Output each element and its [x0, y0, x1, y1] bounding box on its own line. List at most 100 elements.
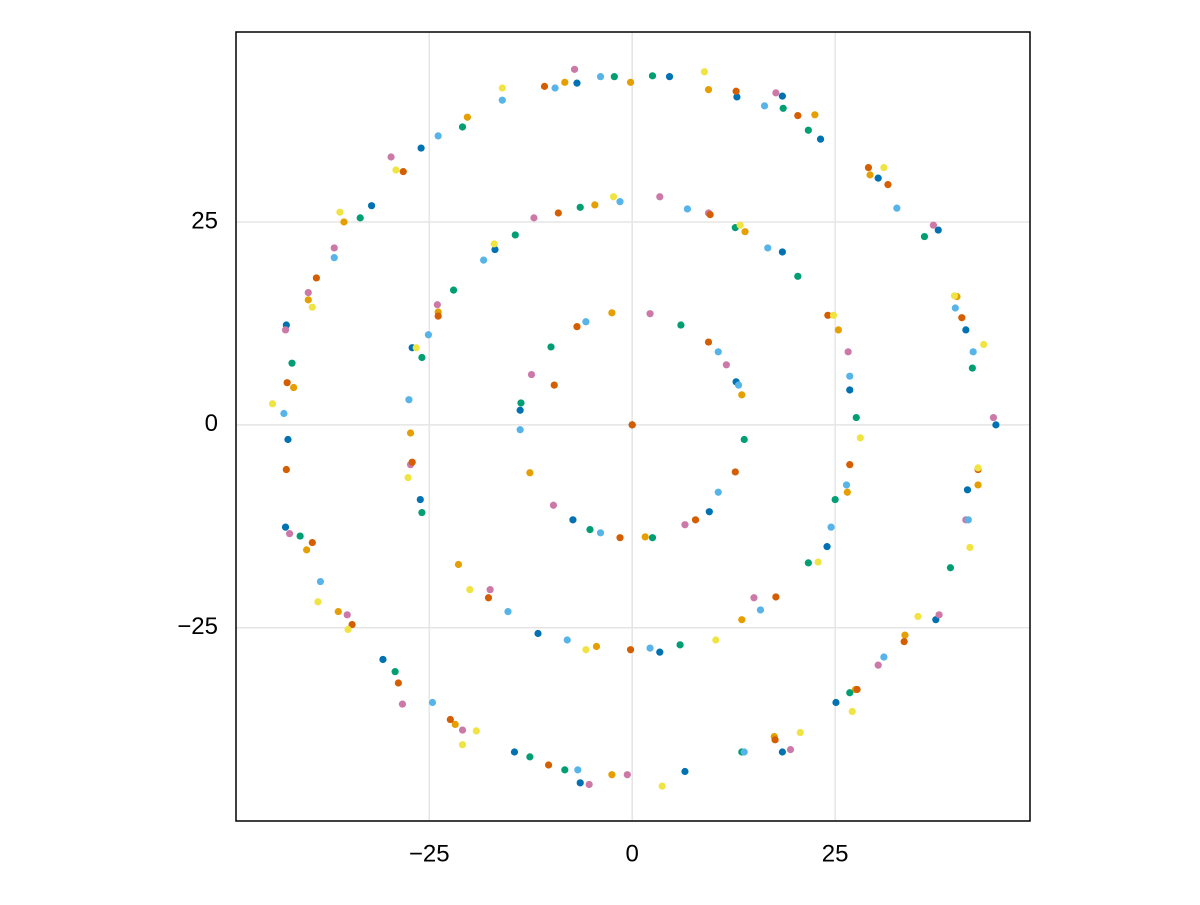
point — [852, 413, 860, 422]
point — [964, 516, 972, 524]
point — [392, 166, 400, 174]
point — [480, 256, 488, 264]
point — [741, 228, 749, 236]
point — [677, 321, 685, 329]
point — [683, 205, 691, 213]
point — [626, 646, 635, 654]
point — [490, 240, 498, 248]
point — [576, 203, 584, 211]
point — [900, 638, 908, 646]
point — [796, 728, 804, 737]
point — [554, 209, 562, 217]
point — [856, 434, 864, 442]
point — [691, 516, 700, 524]
point — [880, 163, 888, 172]
point — [829, 311, 838, 319]
point — [405, 396, 413, 404]
point — [736, 221, 744, 229]
point — [434, 312, 442, 320]
point — [570, 65, 579, 73]
point — [992, 421, 1000, 429]
point — [458, 123, 467, 131]
point — [843, 488, 851, 496]
x-tick-label: 0 — [626, 840, 639, 867]
point — [946, 564, 955, 572]
point — [424, 331, 433, 339]
point — [676, 641, 684, 649]
point — [706, 211, 714, 219]
point — [592, 642, 601, 651]
point — [418, 353, 426, 362]
point — [700, 68, 709, 76]
point — [884, 181, 892, 189]
point — [969, 348, 977, 356]
point — [779, 104, 787, 112]
point — [504, 607, 512, 616]
point — [434, 132, 442, 140]
point — [398, 700, 407, 708]
y-tick-label: 25 — [191, 207, 218, 234]
point — [963, 486, 972, 494]
point — [576, 779, 584, 787]
point — [281, 326, 290, 334]
point — [846, 372, 854, 380]
point — [740, 748, 748, 756]
point — [608, 309, 616, 317]
point — [517, 399, 525, 407]
point — [760, 102, 769, 110]
point — [527, 370, 536, 379]
point — [458, 726, 467, 734]
point — [561, 766, 569, 774]
point — [974, 481, 982, 489]
point — [304, 296, 312, 304]
point — [330, 254, 338, 262]
point — [466, 586, 474, 594]
point — [738, 391, 746, 399]
point — [980, 340, 988, 349]
point — [950, 292, 959, 300]
x-tick-label: 25 — [822, 840, 849, 867]
point — [551, 84, 559, 92]
point — [336, 208, 344, 216]
point — [929, 221, 937, 229]
point — [844, 348, 852, 356]
point — [379, 655, 387, 664]
point — [596, 529, 605, 537]
point — [646, 310, 654, 318]
point — [312, 274, 320, 282]
point — [811, 111, 819, 119]
point — [974, 464, 982, 472]
point — [864, 163, 873, 172]
point — [344, 625, 352, 634]
point — [498, 84, 506, 92]
point — [549, 501, 558, 509]
point — [573, 323, 581, 331]
point — [283, 379, 291, 387]
point — [296, 532, 304, 540]
point — [831, 495, 839, 504]
point — [417, 144, 425, 152]
point — [563, 636, 571, 644]
point — [574, 766, 582, 774]
point — [316, 577, 325, 586]
point — [408, 458, 416, 466]
point — [656, 193, 664, 201]
point — [722, 361, 730, 369]
point — [731, 468, 739, 476]
point — [824, 311, 832, 319]
point — [394, 679, 402, 687]
point — [846, 689, 854, 697]
point — [648, 72, 657, 80]
point — [623, 771, 631, 779]
point — [848, 707, 856, 716]
point — [704, 338, 713, 346]
point — [314, 598, 322, 606]
point — [399, 168, 407, 176]
point — [989, 413, 998, 422]
point — [823, 543, 831, 551]
point — [705, 508, 713, 516]
point — [428, 698, 437, 707]
point — [951, 304, 959, 312]
point — [616, 534, 624, 542]
point — [280, 409, 288, 418]
